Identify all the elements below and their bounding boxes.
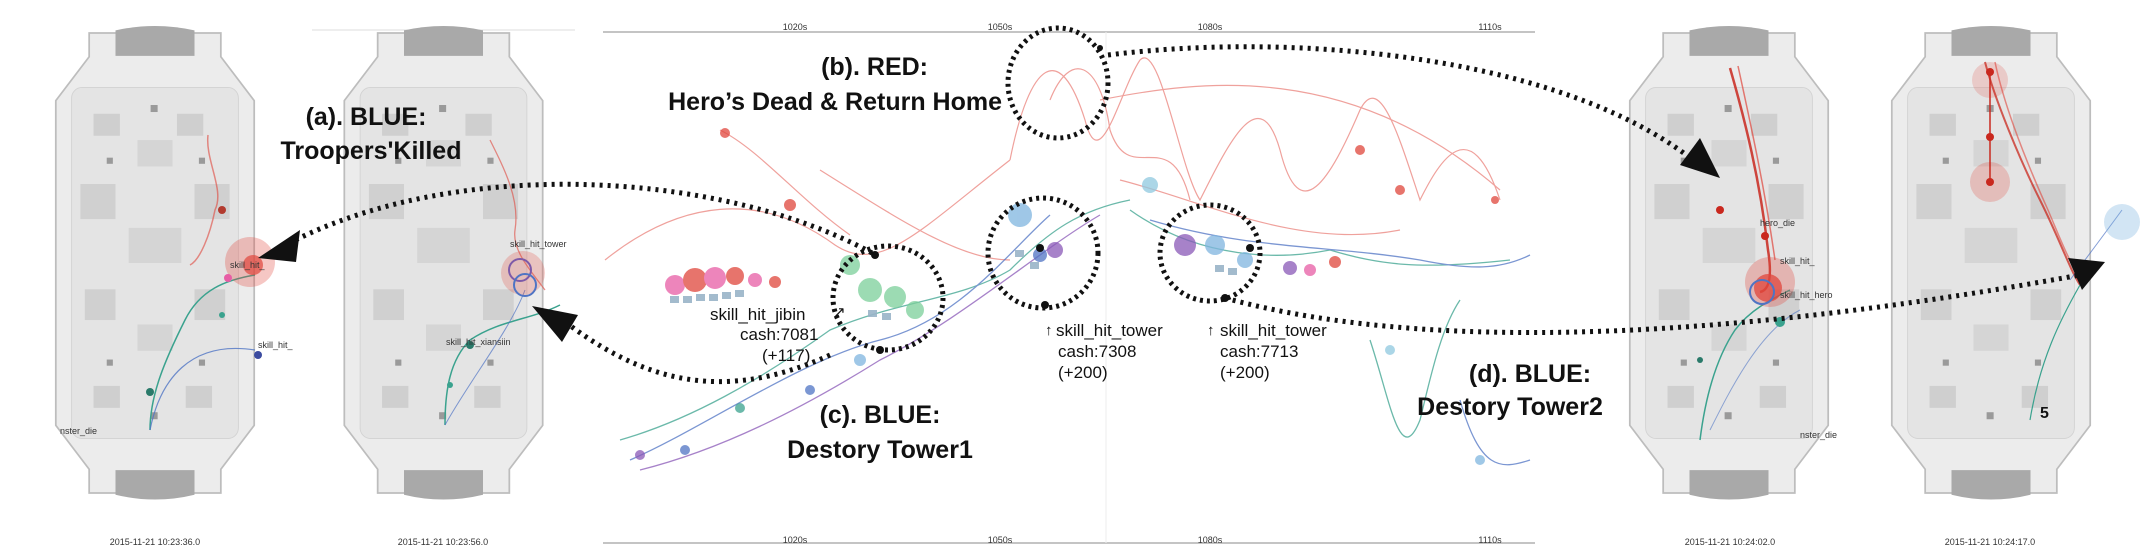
annotation-c-line1: (c). BLUE: xyxy=(820,401,941,429)
blue-trail xyxy=(1709,309,1801,431)
annotation-d-line1: (d). BLUE: xyxy=(1469,360,1591,388)
event-cash: cash:7713 xyxy=(1220,342,1298,361)
red-trail xyxy=(1984,61,2081,286)
red-trail xyxy=(1737,65,1776,261)
time-tick: 1020s xyxy=(783,22,808,32)
event-name: skill_hit_tower xyxy=(1056,321,1163,340)
red-event-dot xyxy=(1716,206,1724,214)
red-trail xyxy=(189,134,219,266)
teal-trail xyxy=(2029,284,2081,421)
tower-marker xyxy=(508,258,532,282)
red-event-dot xyxy=(1986,133,1994,141)
annotation-b-line1: (b). RED: xyxy=(821,53,928,81)
arrowhead-c xyxy=(532,306,578,342)
blue-event-dot xyxy=(254,351,262,359)
map-timestamp: 2015-11-21 10:24:17.0 xyxy=(1945,537,2035,547)
map-panel-2: skill_hit_tower skill_hit_xiansiin 2015-… xyxy=(312,26,575,547)
time-tick: 1110s xyxy=(1478,22,1502,32)
teal-event-dot xyxy=(447,382,453,388)
red-event-dot xyxy=(218,206,226,214)
event-label: hero_die xyxy=(1760,218,1795,228)
arrow-glyph: ↑ xyxy=(1045,322,1053,339)
teal-event-dot xyxy=(219,312,225,318)
red-event-dot xyxy=(243,255,263,275)
red-event-dot xyxy=(1761,232,1769,240)
arrow-a xyxy=(278,181,874,256)
red-event-dot xyxy=(1986,68,1994,76)
fight-cluster xyxy=(2104,204,2140,240)
event-label: nster_die xyxy=(1800,430,1837,440)
arrowhead-b xyxy=(1680,138,1720,178)
map-panel-3: hero_die skill_hit_ skill_hit_hero nster… xyxy=(1628,26,1837,547)
time-tick: 1020s xyxy=(783,535,808,545)
arrowheads xyxy=(258,138,2105,342)
annotation-c-line2: Destory Tower1 xyxy=(787,436,973,464)
map-timestamp: 2015-11-21 10:24:02.0 xyxy=(1685,537,1775,547)
event-label: skill_hit_hero xyxy=(1780,290,1833,300)
event-delta: (+200) xyxy=(1058,363,1108,382)
time-tick: 1110s xyxy=(1478,535,1502,545)
connector-arrows xyxy=(278,44,2081,385)
map-panel-1: skill_hit_ skill_hit_ nster_die 2015-11-… xyxy=(54,26,294,547)
event-label: skill_hit_ xyxy=(1780,256,1816,266)
highlight-circle-d xyxy=(1157,202,1263,304)
event-label: skill_hit_ xyxy=(230,260,266,270)
arrow-d xyxy=(1224,272,2081,336)
event-name: skill_hit_jibin xyxy=(710,305,805,324)
blue-trail xyxy=(149,347,256,431)
highlight-circle-c-tower xyxy=(985,195,1101,311)
red-event-dot xyxy=(1754,274,1782,302)
event-label: skill_hit_ xyxy=(258,340,294,350)
arrow-glyph: ↑ xyxy=(1207,322,1215,339)
event-name: skill_hit_tower xyxy=(1220,321,1327,340)
pink-event-dot xyxy=(224,274,232,282)
event-delta: (+200) xyxy=(1220,363,1270,382)
fight-cluster xyxy=(501,251,545,295)
trooper-kill-clusters xyxy=(635,128,1499,465)
highlight-circles xyxy=(830,25,1263,353)
map-timestamp: 2015-11-21 10:23:56.0 xyxy=(398,537,488,547)
teal-event-dot xyxy=(466,341,474,349)
map-panel-4: 5 2015-11-21 10:24:17.0 xyxy=(1890,26,2140,547)
arrowhead-d xyxy=(2068,258,2105,290)
teal-trail xyxy=(444,304,561,426)
event-cash: cash:7081 xyxy=(740,325,818,344)
event-label: skill_hit_tower xyxy=(510,239,567,249)
time-tick: 1080s xyxy=(1198,22,1223,32)
arrowhead-a xyxy=(258,230,300,262)
tower-marker xyxy=(513,273,537,297)
map-number: 5 xyxy=(2040,405,2049,422)
event-label: skill_hit_xiansiin xyxy=(446,337,511,347)
teal-event-dot xyxy=(1697,357,1703,363)
time-tick: 1080s xyxy=(1198,535,1223,545)
highlight-circle-c xyxy=(830,243,946,353)
map-timestamp: 2015-11-21 10:23:36.0 xyxy=(110,537,200,547)
teal-event-dot xyxy=(146,388,154,396)
red-event-dot xyxy=(1986,178,1994,186)
event-label: nster_die xyxy=(60,426,97,436)
event-delta: (+117) xyxy=(762,346,810,365)
annotation-a-line1: (a). BLUE: xyxy=(306,103,427,131)
time-tick: 1050s xyxy=(988,535,1013,545)
time-tick: 1050s xyxy=(988,22,1013,32)
event-cash: cash:7308 xyxy=(1058,342,1136,361)
tower-marker xyxy=(1749,279,1775,305)
timeline-panel: 1020s 1050s 1080s 1110s 1020s 1050s 1080… xyxy=(603,22,1535,545)
unit-icons xyxy=(670,250,1237,320)
blue-trail xyxy=(444,289,526,426)
annotation-d-line2: Destory Tower2 xyxy=(1417,393,1603,421)
arrow-b xyxy=(1107,44,1707,172)
annotation-b-line2: Hero’s Dead & Return Home xyxy=(668,88,1002,116)
highlight-circle-b xyxy=(1005,25,1111,141)
red-team-streams xyxy=(604,57,1501,261)
annotation-a-line2: Troopers'Killed xyxy=(281,137,462,165)
